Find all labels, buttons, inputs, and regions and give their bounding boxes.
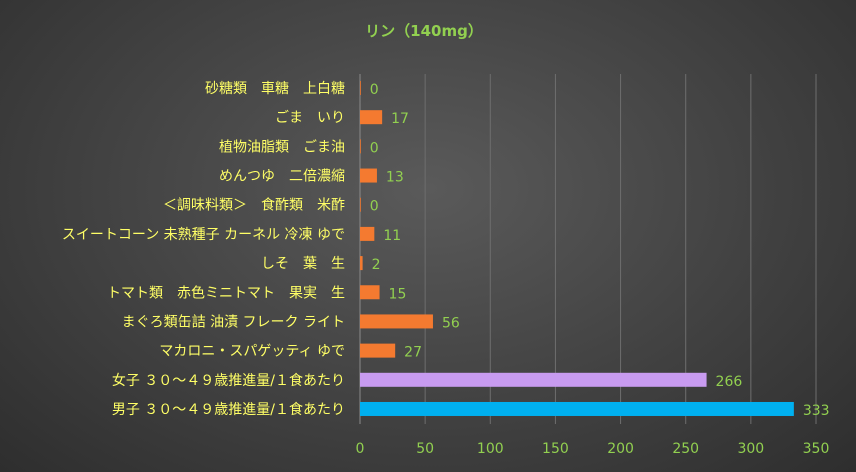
category-label: 男子 ３０～４９歳推進量/１食あたり <box>112 401 345 418</box>
data-label: 56 <box>442 315 460 331</box>
bar <box>360 401 794 416</box>
x-tick-label: 150 <box>542 441 569 457</box>
data-label: 11 <box>383 228 401 244</box>
data-label: 0 <box>370 140 379 156</box>
category-label: めんつゆ 二倍濃縮 <box>219 169 345 185</box>
bar <box>360 285 380 300</box>
data-label: 2 <box>372 257 381 273</box>
bar <box>360 168 377 183</box>
bar <box>360 197 361 212</box>
bar <box>360 256 363 271</box>
category-label: スイートコーン 未熟種子 カーネル 冷凍 ゆで <box>62 227 345 243</box>
bar <box>360 81 361 95</box>
category-label: しそ 葉 生 <box>261 256 345 272</box>
category-label: 植物油脂類 ごま油 <box>219 139 345 155</box>
data-label: 17 <box>391 111 409 127</box>
bars-layer <box>360 81 794 416</box>
x-tick-label: 50 <box>416 441 434 457</box>
data-label: 0 <box>370 199 379 215</box>
bar <box>360 139 361 154</box>
x-tick-label: 300 <box>737 441 764 457</box>
bar <box>360 226 375 241</box>
x-tick-label: 350 <box>803 441 830 457</box>
chart-title: リン（140mg） <box>365 22 483 40</box>
x-tick-label: 100 <box>477 441 504 457</box>
x-tick-label: 250 <box>672 441 699 457</box>
category-label: 砂糖類 車糖 上白糖 <box>205 80 345 97</box>
category-label: ＜調味料類＞ 食酢類 米酢 <box>163 197 345 214</box>
data-label: 0 <box>370 82 379 98</box>
category-label: 女子 ３０～４９歳推進量/１食あたり <box>112 372 345 389</box>
data-label: 266 <box>716 374 743 390</box>
x-tick-label: 0 <box>356 441 365 457</box>
grid-layer <box>359 74 817 424</box>
data-label: 13 <box>386 170 404 186</box>
bar <box>360 110 383 125</box>
data-label: 333 <box>803 403 830 419</box>
category-label: トマト類 赤色ミニトマト 果実 生 <box>107 284 345 301</box>
x-tick-label: 200 <box>607 441 634 457</box>
category-label: まぐろ類缶詰 油漬 フレーク ライト <box>122 314 345 330</box>
bar <box>360 314 433 329</box>
bar <box>360 343 396 358</box>
category-label: ごま いり <box>275 110 345 126</box>
bar <box>360 372 707 387</box>
data-label: 15 <box>389 286 407 302</box>
data-label: 27 <box>404 345 422 361</box>
category-label: マカロニ・スパゲッティ ゆで <box>159 344 345 360</box>
